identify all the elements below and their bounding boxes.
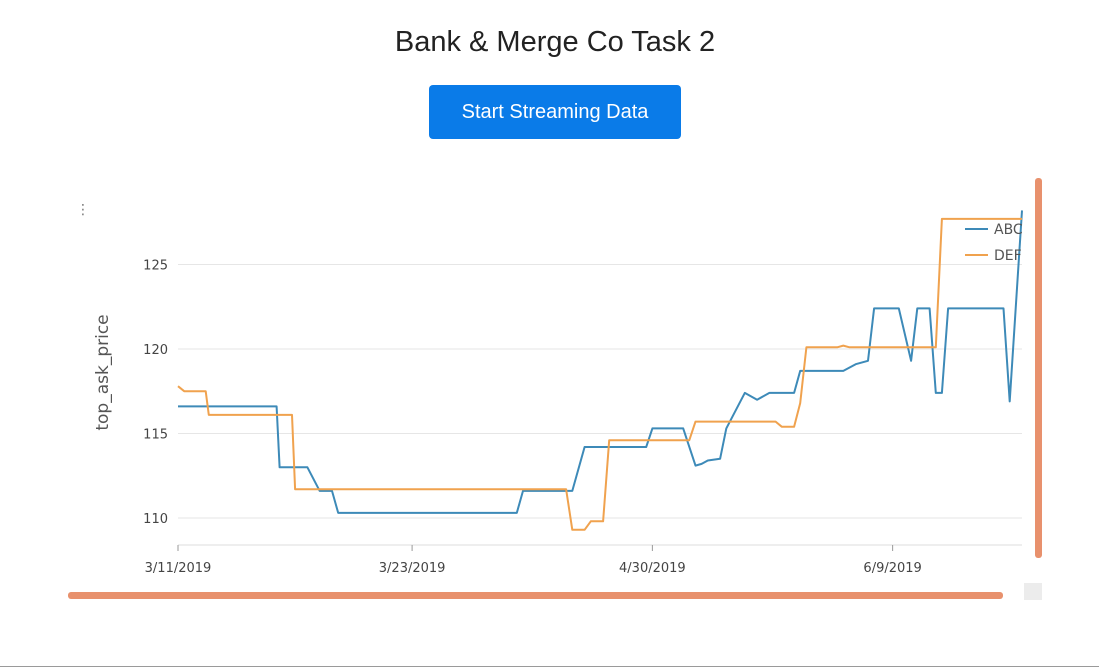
vertical-ellipsis-icon[interactable]: ⋮ (76, 202, 90, 218)
x-tick-label: 3/23/2019 (379, 561, 446, 576)
x-tick-label: 3/11/2019 (145, 561, 212, 576)
legend-label-abc: ABC (994, 222, 1023, 238)
y-tick-label: 115 (143, 427, 168, 442)
x-tick-label: 4/30/2019 (619, 561, 686, 576)
legend-label-def: DEF (994, 248, 1022, 264)
x-tick-label: 6/9/2019 (863, 561, 921, 576)
page-title: Bank & Merge Co Task 2 (394, 26, 716, 58)
start-streaming-button[interactable]: Start Streaming Data (429, 85, 681, 139)
y-tick-label: 110 (143, 512, 168, 527)
y-tick-label: 125 (143, 258, 168, 273)
horizontal-scrollbar[interactable] (68, 592, 1003, 599)
y-tick-label: 120 (143, 343, 168, 358)
chart-legend: ABC DEF (965, 222, 1023, 264)
chart-gridlines (178, 263, 1022, 519)
bottom-divider (0, 666, 1099, 667)
x-axis-ticks: 3/11/2019 3/23/2019 4/30/2019 6/9/2019 (145, 544, 1022, 576)
scrollbar-corner (1024, 583, 1042, 600)
y-axis-ticks: 110 115 120 125 (143, 258, 168, 526)
vertical-scrollbar[interactable] (1035, 178, 1042, 558)
series-line-def (177, 217, 1022, 531)
chart-series (177, 210, 1023, 531)
series-line-abc (178, 210, 1023, 514)
y-axis-title: top_ask_price (93, 314, 113, 430)
